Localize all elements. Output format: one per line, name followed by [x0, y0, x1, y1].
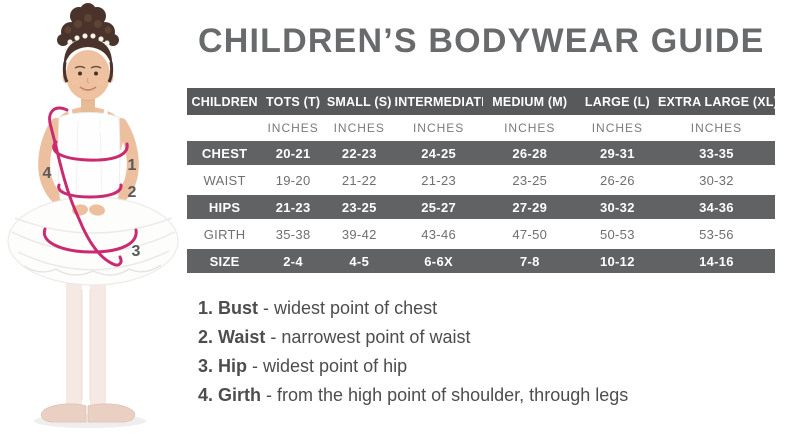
note-description: - widest point of hip	[252, 356, 408, 376]
note-bust: 1. Bust - widest point of chest	[198, 299, 628, 318]
note-term: 3. Hip	[198, 356, 248, 376]
pearl-headband	[67, 33, 110, 46]
row-label: WAIST	[203, 172, 246, 188]
units-cell: INCHES	[504, 120, 556, 135]
size-chart-table: CHILDREN TOTS (T) SMALL (S) INTERMEDIATE…	[187, 88, 775, 276]
table-cell: 19-20	[275, 172, 311, 188]
column-header-children: CHILDREN	[191, 94, 258, 109]
units-cell: INCHES	[267, 120, 319, 135]
hip-label-number: 3	[132, 243, 141, 260]
hip-measurement-line	[42, 227, 138, 254]
note-term: 4. Girth	[198, 385, 262, 405]
table-cell: 30-32	[699, 172, 734, 188]
table-row-hips: HIPS 21-23 23-25 25-27 27-29 30-32 34-36	[187, 195, 775, 219]
ballet-slippers	[40, 403, 136, 423]
table-cell: 21-23	[421, 172, 456, 188]
table-cell: 34-36	[699, 199, 734, 215]
guide-content: CHILDREN’S BODYWEAR GUIDE CHILDREN TOTS …	[187, 0, 782, 434]
note-waist: 2. Waist - narrowest point of waist	[198, 328, 628, 347]
column-header-medium: MEDIUM (M)	[492, 94, 568, 109]
table-header-row: CHILDREN TOTS (T) SMALL (S) INTERMEDIATE…	[187, 88, 775, 115]
table-row-waist: WAIST 19-20 21-22 21-23 23-25 26-26 30-3…	[187, 168, 775, 192]
row-label: CHEST	[201, 145, 248, 161]
note-girth: 4. Girth - from the high point of should…	[198, 386, 628, 405]
note-term: 2. Waist	[198, 327, 266, 347]
note-description: - narrowest point of waist	[270, 327, 471, 347]
table-cell: 53-56	[699, 226, 734, 242]
girth-measurement-line	[48, 106, 123, 267]
row-label: HIPS	[208, 199, 241, 215]
table-cell: 23-25	[341, 199, 377, 215]
table-cell: 33-35	[699, 145, 734, 161]
table-cell: 47-50	[512, 226, 548, 242]
waist-label-number: 2	[128, 184, 137, 201]
table-cell: 22-23	[341, 145, 377, 161]
table-cell: 4-5	[349, 253, 370, 269]
table-cell: 25-27	[421, 199, 456, 215]
page-title: CHILDREN’S BODYWEAR GUIDE	[198, 22, 765, 60]
girth-label-number: 4	[43, 165, 52, 182]
units-cell: INCHES	[690, 120, 743, 135]
column-header-extra-large: EXTRA LARGE (XL)	[657, 94, 775, 109]
table-cell: 20-21	[275, 145, 311, 161]
table-cell: 21-23	[275, 199, 311, 215]
legs-tights	[66, 262, 106, 413]
waist-measurement-line	[57, 183, 123, 199]
table-cell: 30-32	[599, 199, 635, 215]
table-units-row: INCHES INCHES INCHES INCHES INCHES INCHE…	[187, 117, 775, 138]
column-header-small: SMALL (S)	[326, 94, 392, 109]
bust-label-number: 1	[128, 157, 137, 174]
table-cell: 27-29	[512, 199, 548, 215]
table-cell: 50-53	[599, 226, 635, 242]
row-label: SIZE	[209, 253, 240, 269]
units-cell: INCHES	[333, 120, 385, 135]
ballerina-photo: 1 2 3 4	[0, 0, 187, 434]
column-header-tots: TOTS (T)	[266, 94, 321, 109]
table-cell: 35-38	[275, 226, 311, 242]
head	[62, 50, 114, 112]
table-cell: 14-16	[699, 253, 734, 269]
column-header-intermediate: INTERMEDIATE (I)	[394, 94, 483, 109]
units-cell: INCHES	[412, 120, 465, 135]
units-cell: INCHES	[591, 120, 644, 135]
table-cell: 26-26	[599, 172, 635, 188]
table-cell: 10-12	[599, 253, 635, 269]
table-row-size: SIZE 2-4 4-5 6-6X 7-8 10-12 14-16	[187, 249, 775, 273]
table-row-girth: GIRTH 35-38 39-42 43-46 47-50 50-53 53-5…	[187, 222, 775, 246]
face	[71, 65, 105, 91]
table-cell: 2-4	[283, 253, 303, 269]
note-description: - widest point of chest	[263, 298, 438, 318]
row-label: GIRTH	[203, 226, 246, 242]
note-description: - from the high point of shoulder, throu…	[266, 385, 629, 405]
column-header-large: LARGE (L)	[584, 94, 650, 109]
table-cell: 26-28	[512, 145, 548, 161]
table-cell: 23-25	[512, 172, 548, 188]
table-cell: 29-31	[599, 145, 635, 161]
table-cell: 24-25	[421, 145, 456, 161]
table-row-chest: CHEST 20-21 22-23 24-25 26-28 29-31 33-3…	[187, 141, 775, 165]
table-cell: 21-22	[341, 172, 377, 188]
note-hip: 3. Hip - widest point of hip	[198, 357, 628, 376]
bust-measurement-line	[52, 140, 129, 162]
table-cell: 7-8	[519, 253, 540, 269]
table-cell: 6-6X	[424, 253, 453, 269]
tutu	[7, 196, 179, 286]
note-term: 1. Bust	[198, 298, 259, 318]
table-cell: 39-42	[341, 226, 377, 242]
table-cell: 43-46	[421, 226, 456, 242]
ballerina-illustration: 1 2 3 4	[7, 3, 179, 428]
measurement-notes: 1. Bust - widest point of chest 2. Waist…	[198, 299, 628, 415]
